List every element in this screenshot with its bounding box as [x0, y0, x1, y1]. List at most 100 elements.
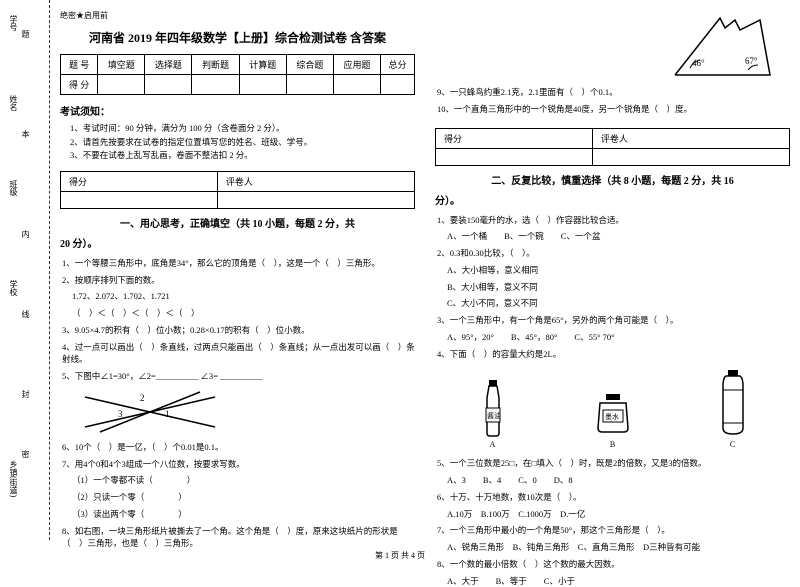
- notice-3: 3、不要在试卷上乱写乱画，卷面不整洁扣 2 分。: [70, 149, 415, 163]
- sb1-c2: 评卷人: [217, 171, 414, 191]
- section2-scorebox: 得分评卷人: [435, 128, 790, 166]
- svg-text:墨水: 墨水: [605, 412, 619, 421]
- q7a: 7、用4个0和4个3组成一个八位数，按要求写数。: [60, 458, 415, 471]
- q10: 10、一个直角三角形中的一个锐角是40度，另一个锐角是（ ）度。: [435, 103, 790, 116]
- bottle-c: C: [713, 368, 753, 449]
- c7: 7、一个三角形中最小的一个角是50°，那这个三角形是（ ）。: [435, 524, 790, 537]
- sb2-c2: 评卷人: [592, 128, 789, 148]
- bind-mid-4: 线: [20, 310, 31, 318]
- st-h5: 计算题: [239, 55, 286, 75]
- st-s3: [145, 75, 192, 95]
- section2-title-cont: 分）。: [435, 194, 790, 210]
- cross-lines-icon: 2 3 1: [80, 387, 220, 437]
- right-column: 67° 46° 9、一只蜂鸟约重2.1克，2.1里面有（ ）个0.1。 10、一…: [435, 10, 790, 530]
- bind-label-1: 学号: [8, 15, 19, 31]
- c2c: C、大小不同，意义不同: [435, 297, 790, 310]
- q7b: （1）一个零都不读（ ）: [60, 474, 415, 487]
- st-s6: [286, 75, 333, 95]
- c2: 2、0.3和0.30比较，（ ）。: [435, 247, 790, 260]
- section1-scorebox: 得分评卷人: [60, 171, 415, 209]
- torn-triangle-icon: 67° 46°: [670, 10, 790, 80]
- st-h3: 选择题: [145, 55, 192, 75]
- c6: 6、十万、十万地数，数10次是（ ）。: [435, 491, 790, 504]
- sb2-c1: 得分: [436, 128, 593, 148]
- st-s5: [239, 75, 286, 95]
- notice-1: 1、考试时间：90 分钟，满分为 100 分（含卷面分 2 分）。: [70, 122, 415, 136]
- notice-head: 考试须知：: [60, 103, 415, 118]
- section1-title-cont: 20 分）。: [60, 237, 415, 253]
- bind-mid-1: 题: [20, 30, 31, 38]
- c2a: A、大小相等，意义相同: [435, 264, 790, 277]
- st-h4: 判断题: [192, 55, 239, 75]
- c5: 5、一个三位数是25□，在□填入（ ）时，既是2的倍数，又是3的倍数。: [435, 457, 790, 470]
- binding-column: 学号 姓名 班级 学校 乡镇(街道) 题 本 内 线 封 密: [0, 0, 50, 540]
- st-h1: 题 号: [61, 55, 98, 75]
- c3o: A、95°，20° B、45°，80° C、55° 70°: [435, 331, 790, 344]
- bind-mid-6: 密: [20, 450, 31, 458]
- st-s8: [381, 75, 415, 95]
- soy-bottle-icon: 酱油: [473, 378, 513, 438]
- q2b: 1.72、2.072、1.702、1.721: [60, 290, 415, 303]
- q7d: （3）读出两个零（ ）: [60, 508, 415, 521]
- q6: 6、10个（ ）是一亿，（ ）个0.01是0.1。: [60, 441, 415, 454]
- svg-text:酱油: 酱油: [487, 411, 501, 420]
- c8o: A、大于 B、等于 C、小于: [435, 575, 790, 587]
- st-h2: 填空题: [98, 55, 145, 75]
- bind-mid-3: 内: [20, 230, 31, 238]
- bottle-a-label: A: [473, 440, 513, 449]
- bottle-b-label: B: [588, 440, 638, 449]
- bottle-c-label: C: [713, 440, 753, 449]
- svg-text:3: 3: [118, 409, 123, 419]
- bind-mid-2: 本: [20, 130, 31, 138]
- section1-title: 一、用心思考，正确填空（共 10 小题，每题 2 分，共: [60, 217, 415, 233]
- angle-67: 67°: [745, 56, 758, 66]
- bind-label-3: 班级: [8, 180, 19, 196]
- c5o: A、3 B、4 C、0 D、8: [435, 474, 790, 487]
- q4: 4、过一点可以画出（ ）条直线，过两点只能画出（ ）条直线；从一点出发可以画（ …: [60, 341, 415, 367]
- triangle-figure: 67° 46°: [435, 10, 790, 82]
- exam-title: 河南省 2019 年四年级数学【上册】综合检测试卷 含答案: [60, 29, 415, 46]
- thermos-icon: [713, 368, 753, 438]
- ink-bottle-icon: 墨水: [588, 388, 638, 438]
- bind-label-5: 乡镇(街道): [8, 460, 19, 497]
- c4: 4、下面（ ）的容量大约是2L。: [435, 348, 790, 361]
- angle-figure: 2 3 1: [60, 387, 415, 437]
- st-h8: 总分: [381, 55, 415, 75]
- svg-text:1: 1: [165, 409, 170, 419]
- st-s4: [192, 75, 239, 95]
- bind-mid-5: 封: [20, 390, 31, 398]
- q8: 8、如右图，一块三角形纸片被撕去了一个角。这个角是（ ）度，原来这块纸片的形状是…: [60, 525, 415, 551]
- score-table: 题 号 填空题 选择题 判断题 计算题 综合题 应用题 总分 得 分: [60, 54, 415, 95]
- bind-label-4: 学校: [8, 280, 19, 296]
- c3: 3、一个三角形中，有一个角是65°，另外的两个角可能是（ ）。: [435, 314, 790, 327]
- st-h7: 应用题: [333, 55, 380, 75]
- c2b: B、大小相等，意义不同: [435, 281, 790, 294]
- page-content: 绝密★启用前 河南省 2019 年四年级数学【上册】综合检测试卷 含答案 题 号…: [60, 10, 790, 530]
- q3: 3、9.05×4.7的积有（ ）位小数；0.28×0.17的积有（ ）位小数。: [60, 324, 415, 337]
- st-s7: [333, 75, 380, 95]
- bind-label-2: 姓名: [8, 95, 19, 111]
- svg-text:2: 2: [140, 393, 145, 403]
- secret-label: 绝密★启用前: [60, 10, 415, 21]
- q1: 1、一个等腰三角形中，底角是34°，那么它的顶角是（ ），这是一个（ ）三角形。: [60, 257, 415, 270]
- q5: 5、下图中∠1=30°，∠2=__________ ∠3= __________: [60, 370, 415, 383]
- left-column: 绝密★启用前 河南省 2019 年四年级数学【上册】综合检测试卷 含答案 题 号…: [60, 10, 415, 530]
- bottle-a: 酱油 A: [473, 378, 513, 449]
- c1o: A、一个桶 B、一个碗 C、一个盆: [435, 230, 790, 243]
- sb1-c1: 得分: [61, 171, 218, 191]
- angle-46: 46°: [692, 58, 705, 68]
- page-footer: 第 1 页 共 4 页: [0, 550, 800, 561]
- st-s2: [98, 75, 145, 95]
- q2a: 2、按顺序排列下面的数。: [60, 274, 415, 287]
- st-s1: 得 分: [61, 75, 98, 95]
- section2-title: 二、反复比较，慎重选择（共 8 小题，每题 2 分，共 16: [435, 174, 790, 190]
- q9: 9、一只蜂鸟约重2.1克，2.1里面有（ ）个0.1。: [435, 86, 790, 99]
- bottle-row: 酱油 A 墨水 B C: [435, 368, 790, 449]
- st-h6: 综合题: [286, 55, 333, 75]
- notice-2: 2、请首先按要求在试卷的指定位置填写您的姓名、班级、学号。: [70, 136, 415, 150]
- q7c: （2）只读一个零（ ）: [60, 491, 415, 504]
- c6o: A.10万 B.100万 C.1000万 D.一亿: [435, 508, 790, 521]
- c1: 1、要装150毫升的水，选（ ）作容器比较合适。: [435, 214, 790, 227]
- q2c: （ ）＜（ ）＜（ ）＜（ ）: [60, 307, 415, 320]
- notice-list: 1、考试时间：90 分钟，满分为 100 分（含卷面分 2 分）。 2、请首先按…: [60, 122, 415, 163]
